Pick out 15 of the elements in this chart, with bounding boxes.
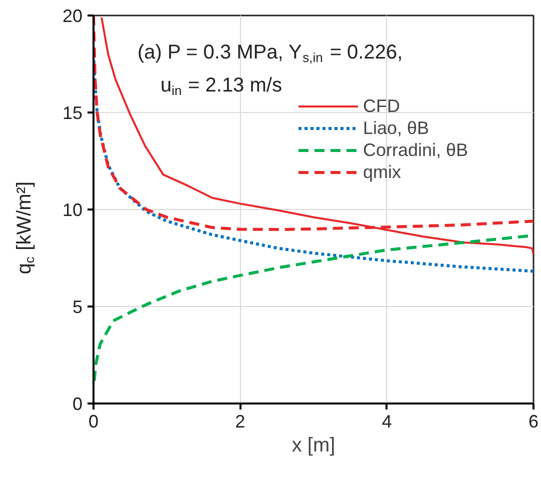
- x-tick-label: 4: [382, 412, 392, 432]
- y-tick-label: 5: [72, 297, 83, 317]
- y-tick-label: 15: [62, 103, 83, 123]
- x-axis-title: x [m]: [292, 434, 336, 456]
- y-tick-label: 10: [62, 200, 83, 220]
- x-tick-label: 0: [88, 412, 99, 432]
- y-tick-label: 0: [72, 394, 83, 414]
- x-tick-label: 6: [528, 412, 539, 432]
- y-tick-label: 20: [62, 6, 83, 26]
- legend-label: CFD: [363, 95, 400, 117]
- y-axis-title: qc [kW/m²]: [14, 181, 37, 274]
- legend-label: Liao, θB: [363, 117, 430, 139]
- x-tick-label: 2: [235, 412, 246, 432]
- legend-label: Corradini, θB: [363, 139, 468, 161]
- legend-label: qmix: [363, 161, 402, 183]
